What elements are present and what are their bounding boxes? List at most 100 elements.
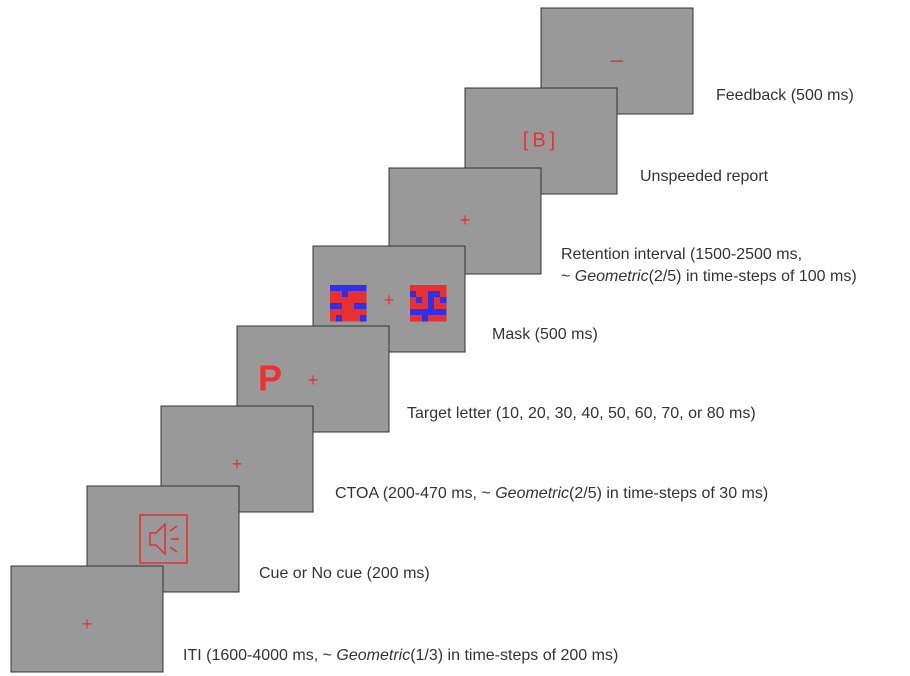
caption: Cue or No cue (200 ms) xyxy=(259,565,430,582)
mask-cell xyxy=(434,309,441,316)
mask-cell xyxy=(416,291,423,298)
mask-cell xyxy=(428,297,435,304)
mask-patch xyxy=(410,285,447,322)
mask-cell xyxy=(336,303,343,310)
mask-cell xyxy=(342,315,349,322)
caption-text: Geometric xyxy=(575,268,649,285)
mask-cell xyxy=(360,303,367,310)
mask-cell xyxy=(434,291,441,298)
mask-cell xyxy=(434,285,441,292)
mask-cell xyxy=(354,285,361,292)
stimulus: [B] xyxy=(523,129,559,151)
caption-text: Target letter (10, 20, 30, 40, 50, 60, 7… xyxy=(407,405,756,422)
mask-cell xyxy=(348,309,355,316)
mask-cell xyxy=(330,309,337,316)
mask-cell xyxy=(410,303,417,310)
mask-cell xyxy=(342,297,349,304)
caption-text: Cue or No cue (200 ms) xyxy=(259,565,430,582)
stimulus: P xyxy=(258,358,282,399)
mask-cell xyxy=(428,291,435,298)
caption-text: ~ xyxy=(561,268,575,285)
mask-cell xyxy=(410,315,417,322)
caption-text: (1/3) in time-steps of 200 ms) xyxy=(410,647,618,664)
mask-cell xyxy=(360,285,367,292)
mask-cell xyxy=(410,297,417,304)
screen-panel xyxy=(10,565,164,673)
mask-cell xyxy=(336,309,343,316)
mask-cell xyxy=(440,291,447,298)
caption-text: Feedback (500 ms) xyxy=(716,87,854,104)
mask-cell xyxy=(360,291,367,298)
mask-cell xyxy=(434,297,441,304)
mask-cell xyxy=(342,285,349,292)
mask-cell xyxy=(416,309,423,316)
mask-cell xyxy=(440,309,447,316)
stimulus: + xyxy=(460,210,471,230)
mask-cell xyxy=(348,315,355,322)
mask-cell xyxy=(342,309,349,316)
mask-cell xyxy=(422,303,429,310)
caption-text: Retention interval (1500-2500 ms, xyxy=(561,246,802,263)
mask-cell xyxy=(342,303,349,310)
mask-cell xyxy=(416,303,423,310)
mask-cell xyxy=(416,285,423,292)
icon-frame xyxy=(139,514,188,564)
caption-text: CTOA (200-470 ms, ~ xyxy=(335,485,495,502)
mask-cell xyxy=(336,315,343,322)
mask-cell xyxy=(330,291,337,298)
mask-cell xyxy=(428,285,435,292)
speaker xyxy=(149,522,166,556)
caption-text: (2/5) in time-steps of 30 ms) xyxy=(569,485,768,502)
mask-cell xyxy=(416,315,423,322)
caption: Unspeeded report xyxy=(640,168,769,185)
mask-cell xyxy=(354,291,361,298)
mask-cell xyxy=(422,315,429,322)
mask-cell xyxy=(440,297,447,304)
mask-cell xyxy=(330,315,337,322)
mask-cell xyxy=(360,315,367,322)
caption-text: ITI (1600-4000 ms, ~ xyxy=(183,647,336,664)
mask-cell xyxy=(422,291,429,298)
mask-cell xyxy=(342,291,349,298)
mask-cell xyxy=(348,303,355,310)
mask-cell xyxy=(354,315,361,322)
mask-cell xyxy=(348,291,355,298)
mask-cell xyxy=(422,309,429,316)
caption-text: Geometric xyxy=(495,485,569,502)
stimulus: + xyxy=(82,614,93,634)
mask-cell xyxy=(434,315,441,322)
mask-cell xyxy=(410,309,417,316)
caption: ITI (1600-4000 ms, ~ Geometric(1/3) in t… xyxy=(183,647,618,664)
mask-cell xyxy=(360,297,367,304)
mask-cell xyxy=(434,303,441,310)
mask-cell xyxy=(428,309,435,316)
mask-cell xyxy=(440,303,447,310)
sound-waves xyxy=(169,525,179,553)
mask-cell xyxy=(422,297,429,304)
speaker-icon xyxy=(139,514,188,564)
mask-cell xyxy=(348,297,355,304)
mask-cell xyxy=(336,285,343,292)
mask-patch xyxy=(330,285,367,322)
stimulus: + xyxy=(232,454,243,474)
mask-cell xyxy=(410,285,417,292)
mask-cell xyxy=(330,297,337,304)
mask-cell xyxy=(440,285,447,292)
mask-cell xyxy=(416,297,423,304)
mask-cell xyxy=(336,291,343,298)
mask-cell xyxy=(336,297,343,304)
mask-cell xyxy=(348,285,355,292)
mask-cell xyxy=(330,285,337,292)
caption: ~ Geometric(2/5) in time-steps of 100 ms… xyxy=(561,268,857,285)
mask-cell xyxy=(410,291,417,298)
screen: + xyxy=(10,565,164,673)
caption: Retention interval (1500-2500 ms, xyxy=(561,246,802,263)
caption-text: (2/5) in time-steps of 100 ms) xyxy=(649,268,857,285)
caption-text: Geometric xyxy=(336,647,410,664)
mask-cell xyxy=(330,303,337,310)
mask-cell xyxy=(354,303,361,310)
stimulus: + xyxy=(384,290,395,310)
mask-cell xyxy=(422,285,429,292)
mask-cell xyxy=(354,297,361,304)
